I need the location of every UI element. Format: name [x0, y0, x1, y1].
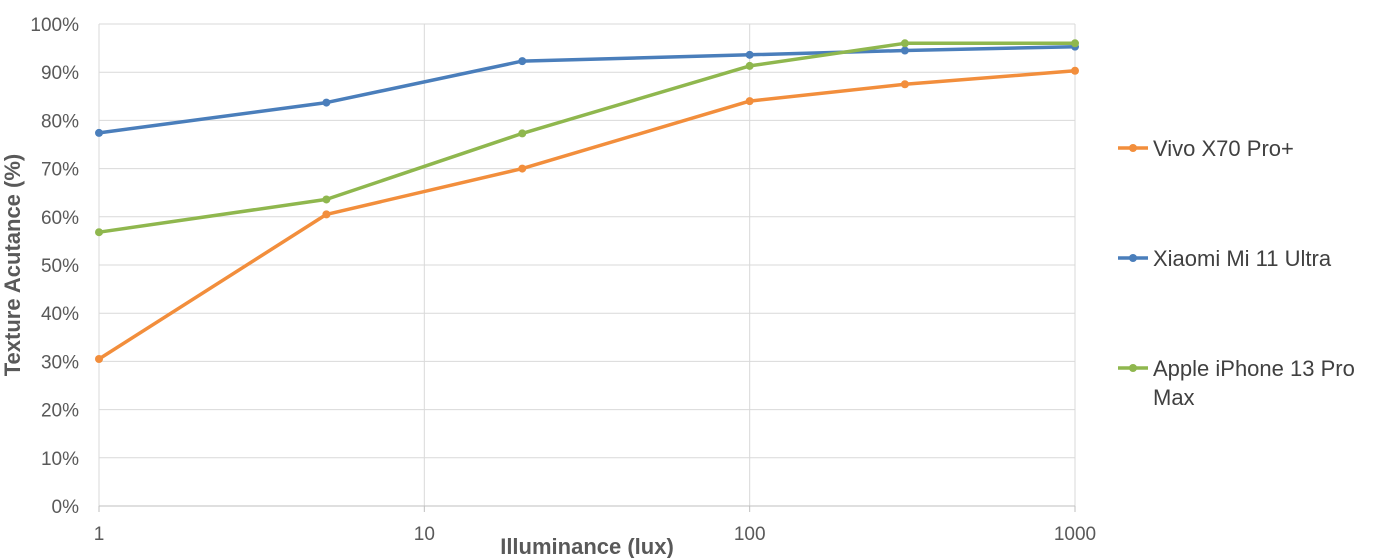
- x-tick-label: 100: [734, 524, 766, 545]
- y-tick-label: 100%: [30, 15, 79, 36]
- x-axis-title: Illuminance (lux): [500, 534, 674, 558]
- grid: [98, 23, 1076, 507]
- data-point: [95, 354, 103, 363]
- data-point: [95, 128, 103, 137]
- legend-swatch-marker: [1129, 364, 1137, 372]
- series-line: [97, 41, 1077, 234]
- series-line: [97, 69, 1077, 361]
- data-point: [1071, 66, 1079, 75]
- data-point: [900, 80, 909, 89]
- legend-swatch-marker: [1129, 144, 1137, 152]
- data-point: [518, 57, 527, 66]
- x-tick-label: 1000: [1054, 524, 1096, 545]
- y-tick-label: 70%: [41, 160, 79, 181]
- x-tick-label: 10: [414, 524, 435, 545]
- legend-item: Apple iPhone 13 Pro Max: [1118, 356, 1355, 410]
- legend-item: Xiaomi Mi 11 Ultra: [1118, 246, 1332, 271]
- legend-label: Xiaomi Mi 11 Ultra: [1153, 246, 1332, 271]
- legend-label: Max: [1153, 385, 1195, 410]
- data-point: [322, 98, 331, 107]
- legend: Vivo X70 Pro+ Xiaomi Mi 11 Ultra Apple iPh…: [1118, 136, 1355, 410]
- data-point: [1071, 39, 1079, 48]
- axes: 0% 10% 20% 30% 40% 50% 60% 70% 80% 90% 100% 1 10 100 1…: [30, 15, 1096, 545]
- data-point: [322, 210, 331, 219]
- y-tick-label: 10%: [41, 449, 79, 470]
- series-2: [95, 39, 1079, 237]
- x-tick-label: 1: [94, 524, 105, 545]
- y-tick-label: 20%: [41, 401, 79, 422]
- series-0: [95, 66, 1079, 363]
- legend-label: Apple iPhone 13 Pro: [1153, 356, 1355, 381]
- legend-item: Vivo X70 Pro+: [1118, 136, 1294, 161]
- series-1: [95, 42, 1079, 137]
- y-tick-label: 90%: [41, 63, 79, 84]
- data-point: [95, 228, 103, 237]
- legend-label: Vivo X70 Pro+: [1153, 136, 1294, 161]
- y-tick-label: 60%: [41, 208, 79, 229]
- series-line: [97, 44, 1077, 135]
- data-point: [518, 129, 527, 138]
- y-tick-label: 0%: [52, 497, 80, 518]
- y-axis-title: Texture Acutance (%): [0, 154, 25, 377]
- data-point: [900, 46, 909, 55]
- y-tick-label: 40%: [41, 304, 79, 325]
- y-tick-label: 30%: [41, 352, 79, 373]
- y-tick-label: 50%: [41, 256, 79, 277]
- legend-swatch-marker: [1129, 254, 1137, 262]
- data-point: [900, 39, 909, 48]
- data-point: [322, 195, 331, 204]
- data-point: [745, 50, 754, 59]
- series-lines: [95, 39, 1079, 363]
- y-tick-label: 80%: [41, 111, 79, 132]
- data-point: [745, 97, 754, 106]
- data-point: [518, 164, 527, 173]
- data-point: [745, 61, 754, 70]
